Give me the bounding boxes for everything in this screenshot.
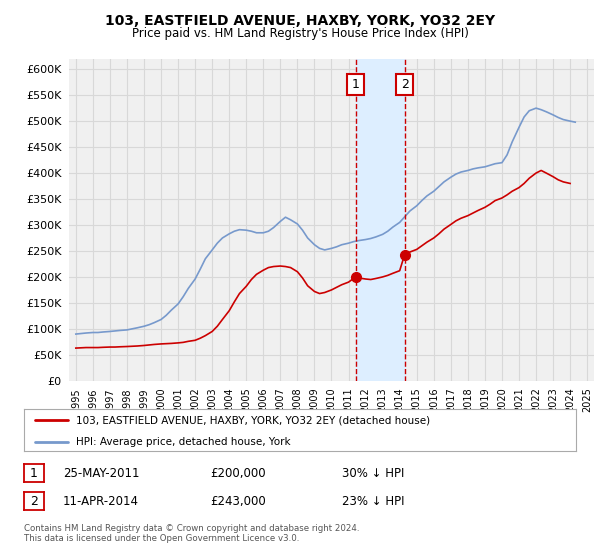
- Text: £200,000: £200,000: [210, 466, 266, 480]
- Bar: [356, 59, 404, 381]
- Text: 1: 1: [30, 466, 38, 480]
- Text: 30% ↓ HPI: 30% ↓ HPI: [342, 466, 404, 480]
- Text: 11-APR-2014: 11-APR-2014: [63, 494, 139, 508]
- Text: Contains HM Land Registry data © Crown copyright and database right 2024.
This d: Contains HM Land Registry data © Crown c…: [24, 524, 359, 543]
- Text: 2: 2: [401, 78, 409, 91]
- Text: £243,000: £243,000: [210, 494, 266, 508]
- Text: 103, EASTFIELD AVENUE, HAXBY, YORK, YO32 2EY: 103, EASTFIELD AVENUE, HAXBY, YORK, YO32…: [105, 14, 495, 28]
- Text: HPI: Average price, detached house, York: HPI: Average price, detached house, York: [76, 437, 291, 446]
- Text: Price paid vs. HM Land Registry's House Price Index (HPI): Price paid vs. HM Land Registry's House …: [131, 27, 469, 40]
- Text: 1: 1: [352, 78, 359, 91]
- Text: 103, EASTFIELD AVENUE, HAXBY, YORK, YO32 2EY (detached house): 103, EASTFIELD AVENUE, HAXBY, YORK, YO32…: [76, 415, 431, 425]
- Text: 2: 2: [30, 494, 38, 508]
- Text: 23% ↓ HPI: 23% ↓ HPI: [342, 494, 404, 508]
- Text: 25-MAY-2011: 25-MAY-2011: [63, 466, 139, 480]
